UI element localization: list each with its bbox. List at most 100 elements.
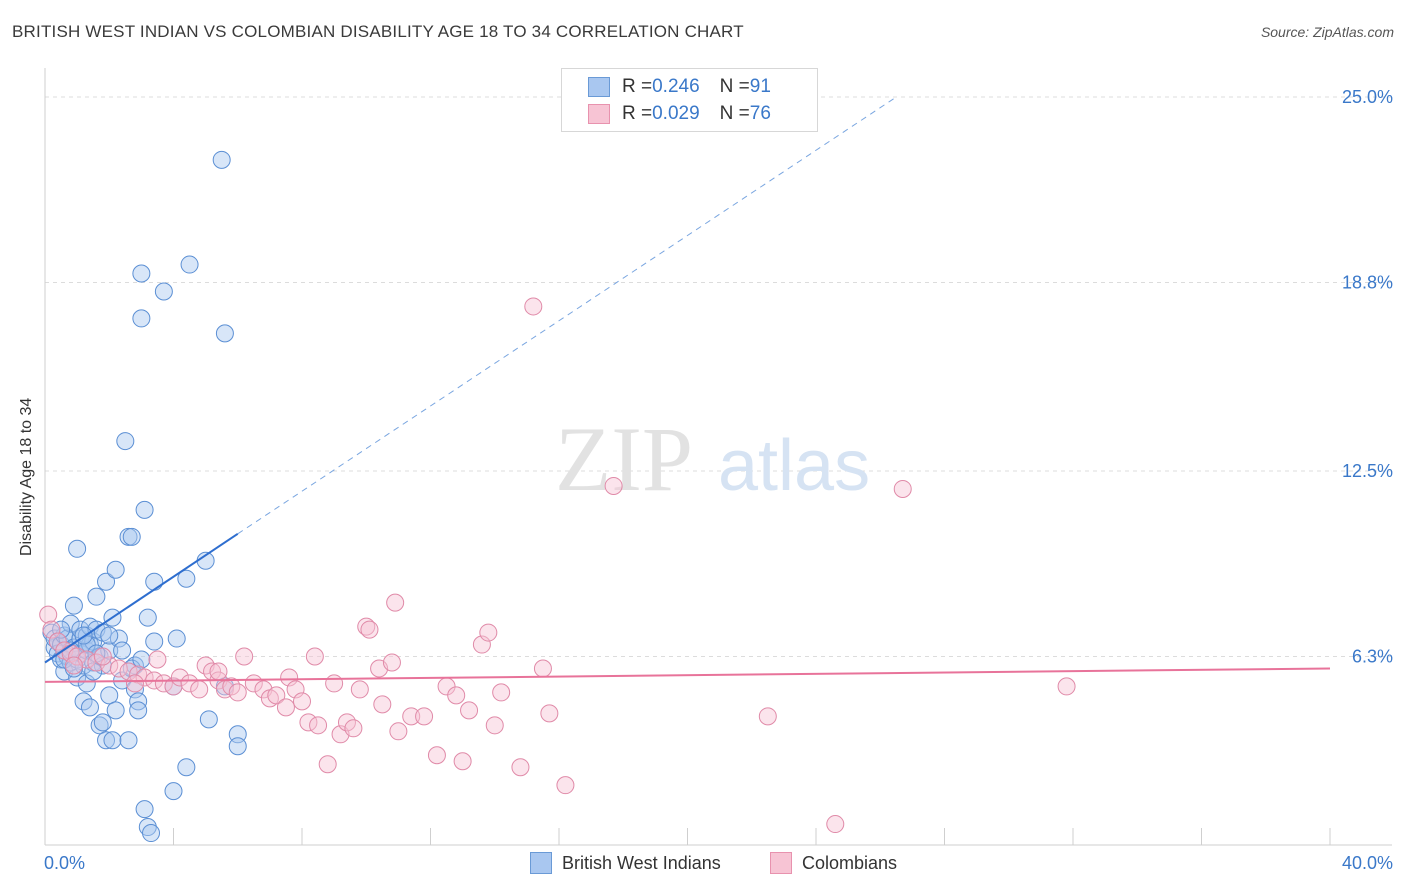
data-point <box>209 662 228 681</box>
data-point <box>511 758 530 777</box>
data-point <box>305 647 324 666</box>
data-point <box>177 758 196 777</box>
data-point <box>485 716 504 735</box>
data-point <box>106 701 125 720</box>
trend-line-british-west-indians <box>44 533 239 664</box>
data-point <box>453 752 472 771</box>
data-point <box>524 297 543 316</box>
legend-label: British West Indians <box>562 852 721 873</box>
trend-lines <box>44 96 1331 683</box>
data-point <box>492 683 511 702</box>
data-point <box>90 716 109 735</box>
data-point <box>180 255 199 274</box>
x-tick-label-min: 0.0% <box>44 853 85 873</box>
data-point <box>113 641 132 660</box>
data-point <box>1057 677 1076 696</box>
data-point <box>190 680 209 699</box>
n-label: N = <box>719 76 750 97</box>
data-point <box>64 656 83 675</box>
data-point <box>93 647 112 666</box>
data-point <box>235 647 254 666</box>
data-point <box>132 309 151 328</box>
legend-swatch-pink <box>588 104 610 124</box>
data-point <box>215 324 234 343</box>
legend-item-british-west-indians: British West Indians <box>530 852 721 874</box>
data-point <box>286 680 305 699</box>
data-point <box>109 659 128 678</box>
data-point <box>80 698 99 717</box>
data-point <box>344 719 363 738</box>
data-point <box>100 686 119 705</box>
data-point <box>318 755 337 774</box>
data-point <box>177 569 196 588</box>
data-point <box>154 282 173 301</box>
y-tick-label: 12.5% <box>1342 461 1393 481</box>
n-value: 76 <box>749 103 771 124</box>
data-point <box>893 479 912 498</box>
data-point <box>357 617 376 636</box>
y-tick-label: 18.8% <box>1342 273 1393 293</box>
data-point <box>106 560 125 579</box>
data-point <box>199 710 218 729</box>
data-point <box>267 686 286 705</box>
data-point <box>276 698 295 717</box>
r-label: R = <box>622 103 653 124</box>
data-point <box>373 695 392 714</box>
data-point <box>42 620 61 639</box>
data-point <box>228 683 247 702</box>
data-point <box>138 818 157 837</box>
data-point <box>540 704 559 723</box>
data-point <box>100 656 119 675</box>
data-point <box>293 692 311 711</box>
data-point <box>39 605 58 624</box>
data-point <box>142 824 161 843</box>
y-tick-label: 6.3% <box>1352 647 1393 667</box>
series-colombians <box>39 297 1076 834</box>
data-point <box>93 713 112 732</box>
data-point <box>135 500 154 519</box>
y-axis-label: Disability Age 18 to 34 <box>18 397 35 556</box>
data-point <box>148 650 167 669</box>
data-point <box>447 686 466 705</box>
gridlines <box>45 96 1392 658</box>
data-point <box>116 432 135 451</box>
data-point <box>129 701 148 720</box>
legend-item-colombians: Colombians <box>770 852 897 874</box>
data-point <box>122 527 141 546</box>
data-point <box>52 620 71 639</box>
data-point <box>97 572 116 591</box>
legend-swatch-blue <box>588 77 610 97</box>
data-point <box>758 707 777 726</box>
data-point <box>48 632 67 651</box>
legend-label: Colombians <box>802 852 898 873</box>
n-value: 91 <box>749 76 771 97</box>
y-tick-label: 25.0% <box>1342 87 1393 107</box>
data-point <box>280 668 299 687</box>
data-point <box>145 632 164 651</box>
data-point <box>360 620 379 639</box>
watermark-zip: ZIP <box>555 408 693 510</box>
data-point <box>180 674 199 693</box>
data-point <box>212 150 231 169</box>
data-point <box>460 701 479 720</box>
data-point <box>164 782 183 801</box>
data-point <box>386 593 405 612</box>
data-point <box>604 476 623 495</box>
data-point <box>170 668 189 687</box>
data-point <box>826 815 845 834</box>
data-point <box>533 659 552 678</box>
data-point <box>125 674 144 693</box>
data-point <box>77 674 96 693</box>
data-point <box>309 716 328 735</box>
data-point <box>382 653 401 672</box>
legend-swatch-pink <box>770 852 792 874</box>
r-value: 0.029 <box>652 103 700 124</box>
chart-title: BRITISH WEST INDIAN VS COLOMBIAN DISABIL… <box>12 22 744 41</box>
data-point <box>87 587 106 606</box>
legend-swatch-blue <box>530 852 552 874</box>
tick-labels: 25.0% 18.8% 12.5% 6.3% 0.0% 40.0% <box>44 87 1393 873</box>
data-point <box>119 662 138 681</box>
data-point <box>299 713 318 732</box>
data-point <box>415 707 434 726</box>
